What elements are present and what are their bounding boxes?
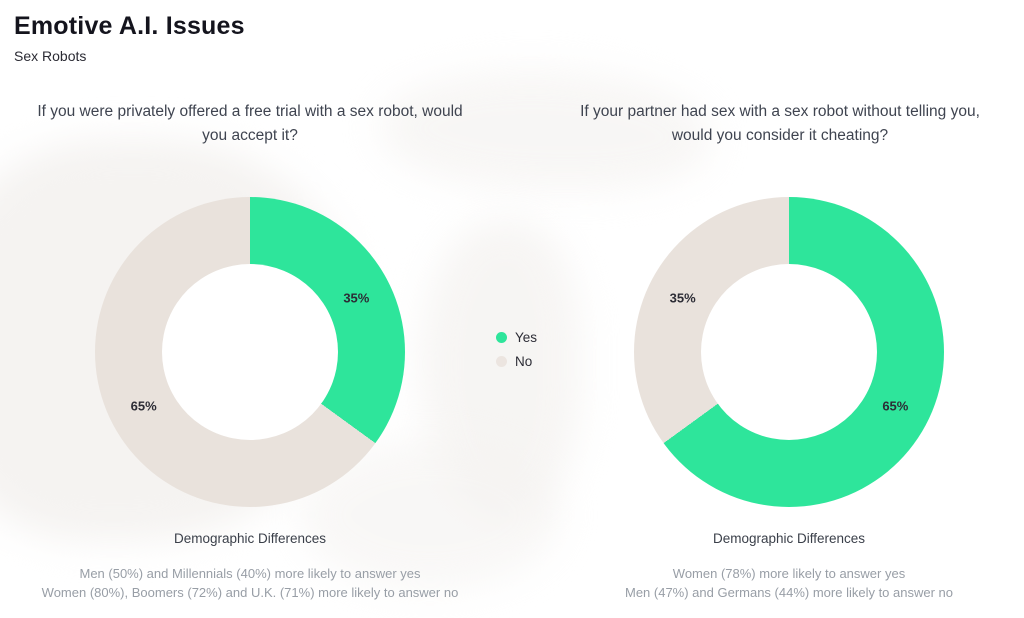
chart-question-cheating: If your partner had sex with a sex robot… (580, 103, 980, 145)
demographic-line: Women (80%), Boomers (72%) and U.K. (71%… (41, 584, 459, 600)
slice-label-no: 35% (669, 290, 696, 306)
page-subtitle: Sex Robots (14, 48, 87, 64)
slice-label-yes: 35% (343, 290, 370, 306)
slice-label-yes: 65% (882, 398, 909, 414)
demographic-line: Men (47%) and Germans (44%) more likely … (624, 584, 954, 600)
chart-legend: Yes No (496, 330, 537, 369)
demographic-line: Women (78%) more likely to answer yes (672, 566, 906, 581)
page-title: Emotive A.I. Issues (14, 12, 245, 40)
donut-chart-cheating: 65% 35% (634, 197, 944, 507)
legend-label-no: No (515, 354, 533, 369)
demographic-heading-trial: Demographic Differences (173, 531, 327, 546)
donut-hole (162, 264, 338, 440)
legend-label-yes: Yes (515, 330, 538, 345)
legend-item-no: No (496, 354, 537, 369)
donut-chart-trial: 35% 65% (95, 197, 405, 507)
background-splash (380, 70, 710, 190)
demographic-notes-trial: Men (50%) and Millennials (40%) more lik… (10, 565, 490, 603)
slice-label-no: 65% (130, 398, 157, 414)
demographic-notes-cheating: Women (78%) more likely to answer yes Me… (549, 565, 1024, 603)
demographic-line: Men (50%) and Millennials (40%) more lik… (79, 566, 421, 581)
legend-item-yes: Yes (496, 330, 537, 345)
demographic-heading-cheating: Demographic Differences (712, 531, 866, 546)
page-header: Emotive A.I. Issues Sex Robots (14, 12, 245, 64)
legend-dot-no-icon (496, 356, 507, 367)
donut-hole (701, 264, 877, 440)
chart-question-trial: If you were privately offered a free tri… (37, 103, 463, 145)
legend-dot-yes-icon (496, 332, 507, 343)
